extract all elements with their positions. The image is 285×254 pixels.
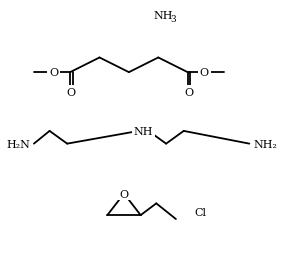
Text: NH₂: NH₂: [253, 139, 277, 149]
Text: O: O: [49, 68, 58, 78]
Text: H₂N: H₂N: [6, 139, 30, 149]
Text: 3: 3: [170, 15, 176, 24]
Text: Cl: Cl: [194, 207, 207, 217]
Text: NH: NH: [153, 11, 173, 21]
Text: O: O: [200, 68, 209, 78]
Text: O: O: [67, 87, 76, 97]
Text: NH: NH: [134, 126, 153, 136]
Text: O: O: [119, 189, 129, 199]
Text: O: O: [184, 87, 193, 97]
